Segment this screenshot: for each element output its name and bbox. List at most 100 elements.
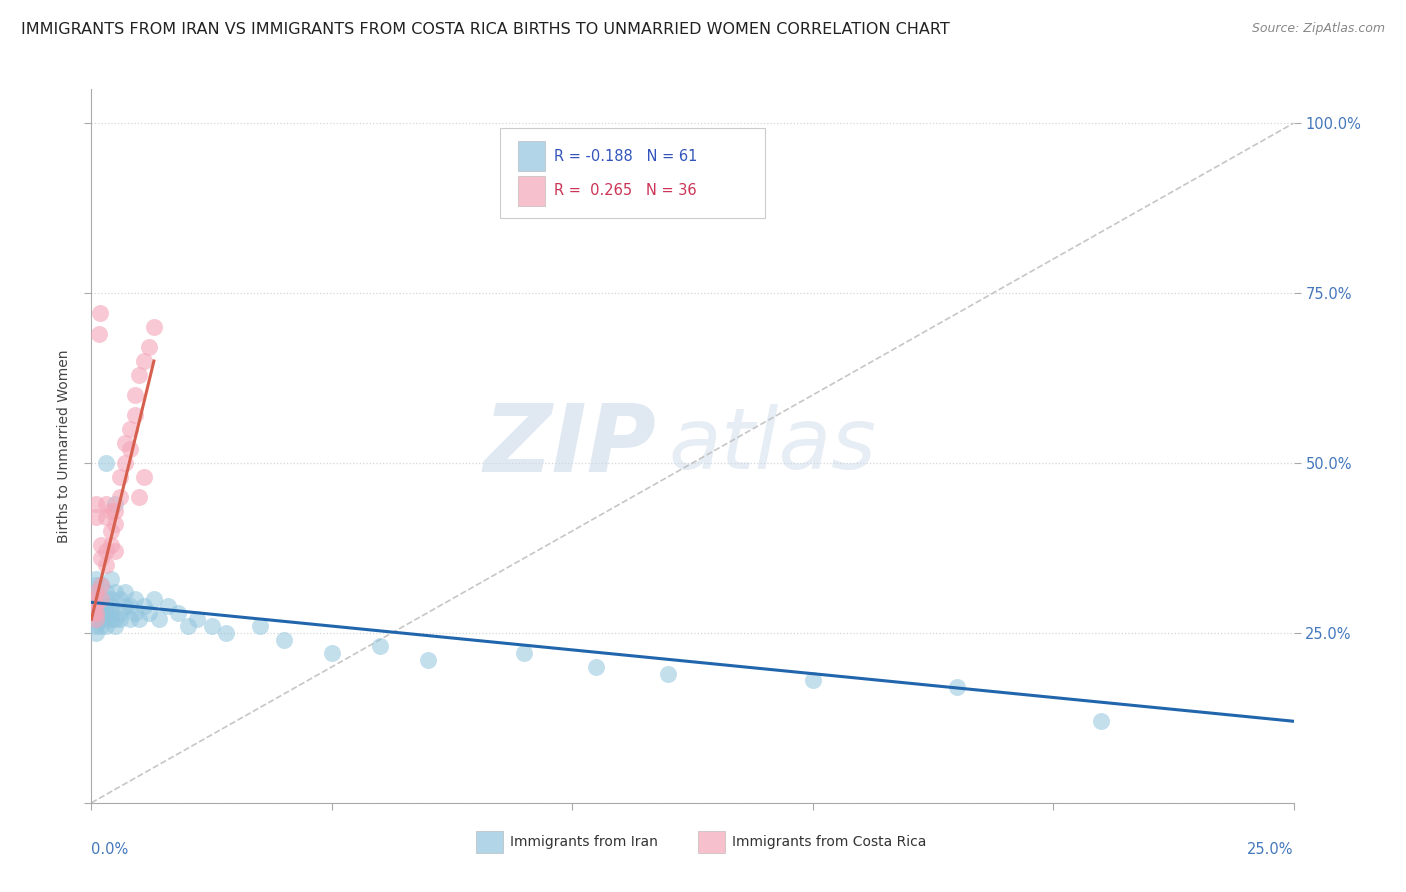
Point: [176, 619, 198, 633]
Point: [84, 606, 107, 620]
Point: [84, 585, 107, 599]
Point: [90, 612, 112, 626]
Point: [83, 599, 105, 613]
Point: [134, 599, 156, 613]
Point: [128, 612, 150, 626]
Text: R = -0.188   N = 61: R = -0.188 N = 61: [554, 149, 697, 164]
Point: [100, 524, 122, 538]
Point: [83, 606, 105, 620]
Point: [138, 606, 160, 620]
Point: [110, 591, 132, 606]
Text: atlas: atlas: [668, 404, 876, 488]
Point: [215, 626, 238, 640]
Point: [94, 510, 117, 524]
Point: [416, 653, 439, 667]
Point: [157, 599, 180, 613]
Point: [100, 537, 122, 551]
Point: [94, 599, 117, 613]
Point: [100, 599, 122, 613]
Point: [90, 551, 112, 566]
Point: [104, 497, 127, 511]
Point: [90, 591, 112, 606]
Point: [100, 606, 122, 620]
Point: [118, 422, 141, 436]
Text: 25.0%: 25.0%: [1247, 842, 1294, 857]
Text: 0.0%: 0.0%: [91, 842, 128, 857]
Point: [186, 612, 208, 626]
Point: [90, 578, 112, 592]
Point: [100, 612, 122, 626]
Point: [801, 673, 824, 688]
Point: [84, 619, 107, 633]
Point: [148, 612, 170, 626]
Point: [90, 619, 112, 633]
FancyBboxPatch shape: [519, 176, 544, 205]
Point: [84, 612, 107, 626]
Point: [128, 490, 150, 504]
Point: [94, 619, 117, 633]
Point: [201, 619, 224, 633]
Point: [118, 599, 141, 613]
Point: [124, 388, 146, 402]
Point: [138, 341, 160, 355]
Point: [114, 585, 136, 599]
Text: Immigrants from Costa Rica: Immigrants from Costa Rica: [733, 835, 927, 849]
Point: [167, 606, 190, 620]
Point: [134, 469, 156, 483]
Point: [83, 591, 105, 606]
Point: [124, 606, 146, 620]
Point: [90, 578, 112, 592]
FancyBboxPatch shape: [477, 831, 502, 853]
Point: [946, 680, 969, 694]
Point: [84, 497, 107, 511]
FancyBboxPatch shape: [699, 831, 725, 853]
Y-axis label: Births to Unmarried Women: Births to Unmarried Women: [58, 350, 72, 542]
Point: [110, 606, 132, 620]
Point: [100, 503, 122, 517]
Point: [94, 558, 117, 572]
Point: [118, 442, 141, 457]
Point: [100, 572, 122, 586]
Point: [657, 666, 679, 681]
Point: [84, 599, 107, 613]
Point: [84, 626, 107, 640]
Point: [94, 544, 117, 558]
Point: [114, 456, 136, 470]
Point: [90, 606, 112, 620]
Point: [114, 435, 136, 450]
Text: R =  0.265   N = 36: R = 0.265 N = 36: [554, 183, 697, 198]
Point: [114, 599, 136, 613]
Point: [110, 469, 132, 483]
Point: [84, 585, 107, 599]
Point: [94, 456, 117, 470]
Text: ZIP: ZIP: [484, 400, 657, 492]
Point: [104, 585, 127, 599]
Point: [90, 599, 112, 613]
Point: [321, 646, 343, 660]
Text: IMMIGRANTS FROM IRAN VS IMMIGRANTS FROM COSTA RICA BIRTHS TO UNMARRIED WOMEN COR: IMMIGRANTS FROM IRAN VS IMMIGRANTS FROM …: [21, 22, 950, 37]
Text: Source: ZipAtlas.com: Source: ZipAtlas.com: [1251, 22, 1385, 36]
Point: [89, 306, 111, 320]
Point: [84, 606, 107, 620]
Point: [128, 368, 150, 382]
Text: Immigrants from Iran: Immigrants from Iran: [510, 835, 658, 849]
Point: [585, 660, 607, 674]
Point: [110, 490, 132, 504]
Point: [87, 326, 110, 341]
Point: [84, 510, 107, 524]
Point: [104, 612, 127, 626]
Point: [100, 591, 122, 606]
FancyBboxPatch shape: [501, 128, 765, 218]
Point: [94, 497, 117, 511]
Point: [124, 591, 146, 606]
Point: [368, 640, 391, 654]
Point: [104, 503, 127, 517]
Point: [90, 537, 112, 551]
Point: [104, 517, 127, 532]
Point: [142, 320, 165, 334]
Point: [94, 606, 117, 620]
Point: [104, 544, 127, 558]
Point: [94, 612, 117, 626]
Point: [84, 591, 107, 606]
Point: [94, 585, 117, 599]
